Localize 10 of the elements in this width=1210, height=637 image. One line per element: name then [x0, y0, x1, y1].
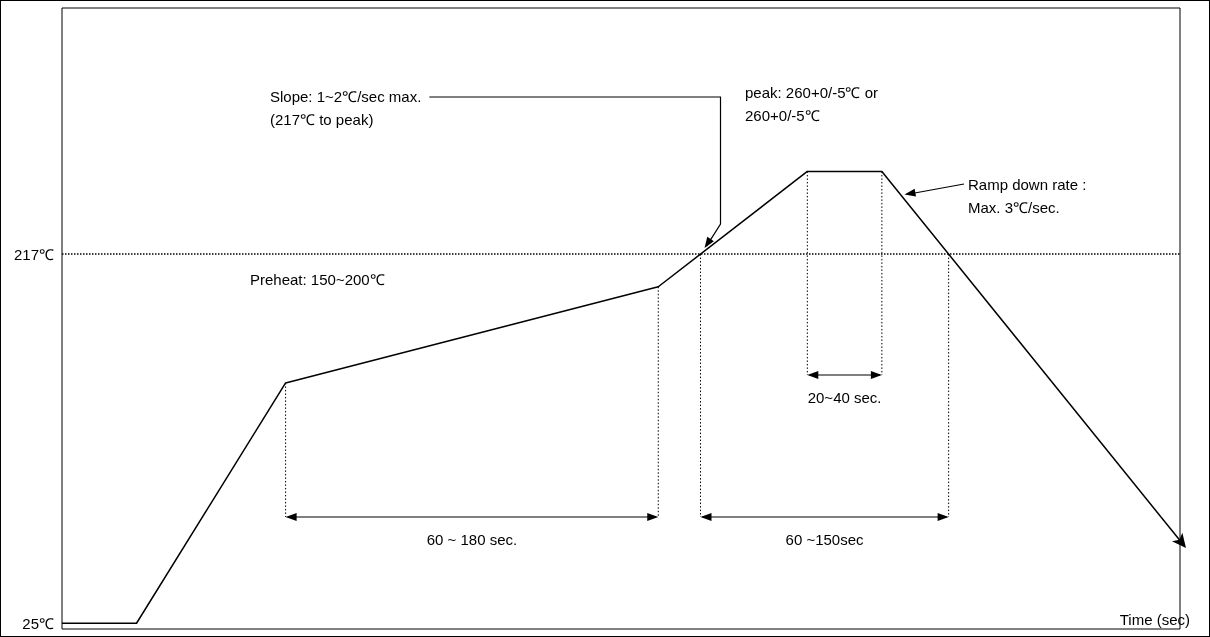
- x-axis-title: Time (sec): [1119, 611, 1190, 628]
- annotation: Slope: 1~2℃/sec max. (217℃ to peak): [270, 88, 422, 128]
- annotation: 20~40 sec.: [807, 389, 882, 406]
- annotation: 60 ~150sec: [785, 531, 865, 548]
- annotation: Ramp down rate : Max. 3℃/sec.: [968, 176, 1087, 216]
- y-tick-label: 217℃: [13, 245, 54, 263]
- annotation: Preheat: 150~200℃: [250, 271, 385, 288]
- annotation: 60 ~ 180 sec.: [426, 531, 518, 548]
- y-tick-label: 25℃: [22, 614, 54, 632]
- annotation: peak: 260+0/-5℃ or 260+0/-5℃: [745, 84, 879, 124]
